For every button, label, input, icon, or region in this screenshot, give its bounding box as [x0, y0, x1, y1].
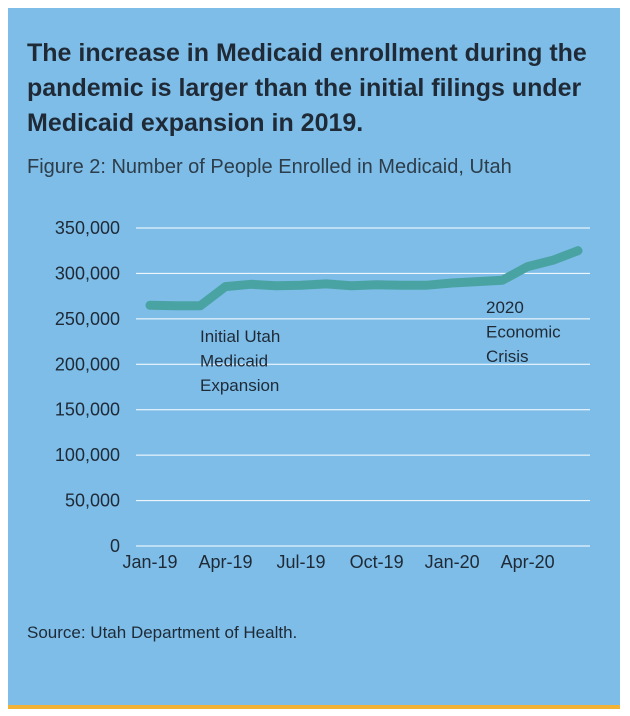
- y-tick-label: 200,000: [55, 354, 120, 374]
- annotation-line: Expansion: [200, 376, 279, 395]
- source-note: Source: Utah Department of Health.: [27, 623, 298, 642]
- annotation-line: Initial Utah: [200, 327, 280, 346]
- y-tick-label: 150,000: [55, 400, 120, 420]
- y-tick-label: 50,000: [65, 491, 120, 511]
- annotation-line: Crisis: [486, 347, 529, 366]
- gridlines: [136, 227, 590, 547]
- x-tick-label: Jul-19: [277, 552, 326, 572]
- y-tick-label: 350,000: [55, 218, 120, 238]
- series-line-medicaid-enrollment: [145, 246, 583, 311]
- annotation-economic-crisis: 2020 Economic Crisis: [486, 298, 561, 366]
- figure-panel: [8, 8, 620, 705]
- y-tick-label: 0: [110, 536, 120, 556]
- annotation-line: Economic: [486, 323, 561, 342]
- annotation-line: Medicaid: [200, 352, 268, 371]
- y-axis-ticks: 0 50,000 100,000 150,000 200,000 250,000 300,0…: [55, 218, 120, 556]
- annotations: Initial Utah Medicaid Expansion 2020 Economi…: [200, 298, 561, 395]
- x-axis-ticks: Jan-19 Apr-19 Jul-19 Oct-19 Jan-20 Apr-20: [122, 552, 554, 572]
- y-tick-label: 250,000: [55, 309, 120, 329]
- chart-title: Figure 2: Number of People Enrolled in M…: [27, 156, 512, 178]
- x-tick-label: Oct-19: [350, 552, 404, 572]
- annotation-line: 2020: [486, 298, 524, 317]
- x-tick-label: Jan-19: [122, 552, 177, 572]
- y-tick-label: 100,000: [55, 445, 120, 465]
- bottom-accent-rule: [8, 705, 620, 709]
- x-tick-label: Apr-20: [501, 552, 555, 572]
- x-tick-label: Apr-19: [199, 552, 253, 572]
- series-layer: [145, 246, 583, 311]
- annotation-medicaid-expansion: Initial Utah Medicaid Expansion: [200, 327, 280, 395]
- x-tick-label: Jan-20: [425, 552, 480, 572]
- headline: The increase in Medicaid enrollment duri…: [27, 39, 587, 137]
- y-tick-label: 300,000: [55, 263, 120, 283]
